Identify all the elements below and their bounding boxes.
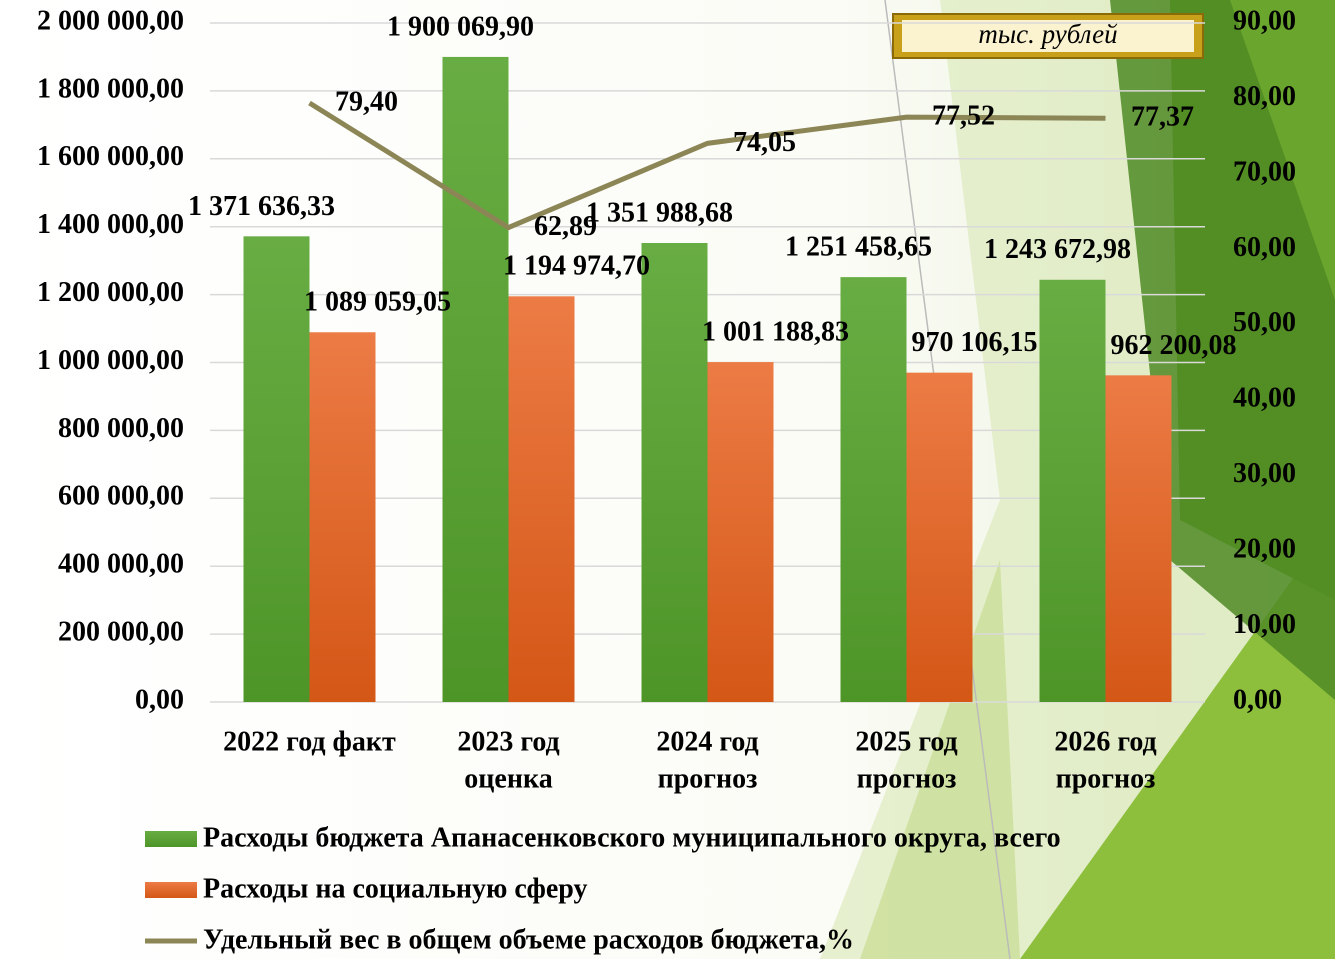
y-tick-label: 1 400 000,00: [37, 209, 184, 240]
bar: [707, 362, 774, 702]
data-label: 1 351 988,68: [586, 197, 733, 228]
legend-swatch: [145, 882, 197, 898]
y-tick-label: 1 000 000,00: [37, 345, 184, 376]
x-tick-label: прогноз: [857, 763, 957, 794]
y-tick-label: 1 800 000,00: [37, 73, 184, 104]
x-tick-label: 2022 год факт: [223, 726, 396, 757]
data-label: 1 900 069,90: [387, 11, 534, 42]
y-tick-label: 600 000,00: [58, 481, 184, 512]
data-label: 1 371 636,33: [188, 191, 335, 222]
legend-label: Расходы бюджета Апанасенковского муницип…: [203, 822, 1061, 853]
y2-tick-label: 40,00: [1233, 383, 1296, 414]
data-label: 1 251 458,65: [785, 232, 932, 263]
legend-swatch: [145, 831, 197, 847]
line: [308, 100, 1106, 231]
data-label: 1 001 188,83: [702, 317, 849, 348]
y2-tick-label: 0,00: [1233, 684, 1282, 715]
data-label: 970 106,15: [912, 327, 1038, 358]
annotation-box-inner: [902, 20, 1194, 52]
legend-label: Удельный вес в общем объеме расходов бюд…: [203, 924, 854, 955]
data-label: 1 089 059,05: [304, 287, 451, 318]
bar: [243, 236, 310, 702]
bar: [508, 296, 575, 702]
data-label: 77,52: [932, 101, 995, 132]
legend-label: Расходы на социальную сферу: [203, 873, 588, 904]
bar: [906, 372, 973, 702]
x-tick-label: 2023 год: [457, 726, 559, 757]
data-label: 79,40: [335, 86, 398, 117]
data-label: 74,05: [733, 127, 796, 158]
bar: [641, 242, 708, 702]
x-tick-label: 2025 год: [855, 726, 957, 757]
y2-tick-label: 70,00: [1233, 156, 1296, 187]
y-tick-label: 200 000,00: [58, 617, 184, 648]
y2-tick-label: 20,00: [1233, 534, 1296, 565]
y-tick-label: 2 000 000,00: [37, 5, 184, 36]
data-label: 62,89: [534, 211, 597, 242]
y2-tick-label: 50,00: [1233, 307, 1296, 338]
bar: [840, 277, 907, 702]
x-tick-label: прогноз: [658, 763, 758, 794]
y-tick-label: 400 000,00: [58, 549, 184, 580]
x-tick-label: 2026 год: [1054, 726, 1156, 757]
bar: [1039, 279, 1106, 702]
decor: [860, 560, 1020, 959]
y-tick-label: 0,00: [135, 684, 184, 715]
x-tick-label: прогноз: [1056, 763, 1156, 794]
annotation: тыс. рублей: [978, 19, 1118, 49]
y2-tick-label: 80,00: [1233, 81, 1296, 112]
data-label: 1 243 672,98: [984, 234, 1131, 265]
x-tick-label: оценка: [464, 763, 552, 794]
y-tick-label: 800 000,00: [58, 413, 184, 444]
data-label: 77,37: [1131, 102, 1194, 133]
data-label: 962 200,08: [1111, 330, 1237, 361]
y2-tick-label: 30,00: [1233, 458, 1296, 489]
data-label: 1 194 974,70: [503, 251, 650, 282]
x-tick-label: 2024 год: [656, 726, 758, 757]
y2-tick-label: 90,00: [1233, 5, 1296, 36]
y-tick-label: 1 200 000,00: [37, 277, 184, 308]
bar: [309, 332, 376, 702]
bar: [1105, 375, 1172, 702]
y2-tick-label: 60,00: [1233, 232, 1296, 263]
y2-tick-label: 10,00: [1233, 609, 1296, 640]
bar: [442, 56, 509, 702]
y-tick-label: 1 600 000,00: [37, 141, 184, 172]
